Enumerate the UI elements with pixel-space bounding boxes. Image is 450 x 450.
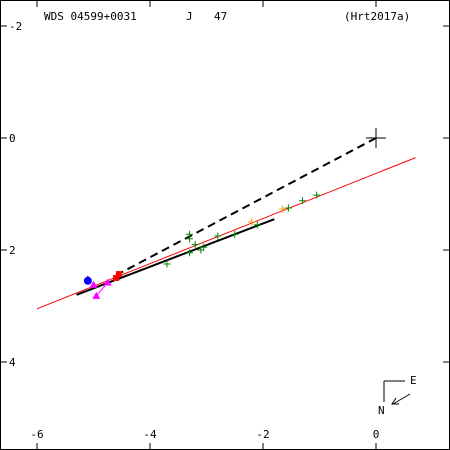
fitted-orbit-line: [36, 157, 416, 310]
green-point: [214, 232, 222, 240]
magenta-residual-line: [95, 282, 109, 297]
blue-point: [83, 276, 92, 285]
motion-arrow-head: [391, 397, 399, 405]
green-point: [186, 249, 194, 257]
y-tick-label: 4: [9, 356, 16, 369]
y-tick-label: 2: [9, 244, 16, 257]
data-points: [83, 128, 386, 299]
north-label: N: [378, 404, 385, 417]
x-tick-label: 0: [373, 428, 380, 441]
reference-label: (Hrt2017a): [344, 10, 410, 23]
magenta-point: [103, 278, 112, 286]
magenta-point: [89, 280, 98, 288]
green-point: [231, 230, 239, 238]
red-point: [115, 271, 122, 278]
wds-id-label: WDS 04599+0031: [44, 10, 137, 23]
x-tick-label: -6: [30, 428, 43, 441]
red-point: [113, 275, 120, 281]
y-tick-label: -2: [9, 20, 22, 33]
green-point: [191, 240, 199, 248]
orange-point: [279, 205, 287, 213]
code-label: J: [186, 10, 193, 23]
green-point: [186, 235, 194, 243]
east-label: E: [410, 374, 417, 387]
green-point: [197, 246, 205, 254]
orientation-indicator: E N: [378, 374, 417, 417]
x-tick-label: -4: [143, 428, 157, 441]
y-tick-label: 0: [9, 132, 16, 145]
primary-star-marker: [366, 128, 386, 148]
green-point: [313, 191, 321, 199]
green-point: [253, 221, 261, 229]
green-point: [284, 204, 292, 212]
green-point: [299, 197, 307, 205]
primary-connector-dashed-line: [115, 137, 377, 277]
green-point: [163, 260, 171, 268]
number-label: 47: [214, 10, 227, 23]
motion-arrow-shaft: [392, 393, 411, 405]
x-tick-label: -2: [256, 428, 269, 441]
orange-point: [248, 218, 256, 226]
